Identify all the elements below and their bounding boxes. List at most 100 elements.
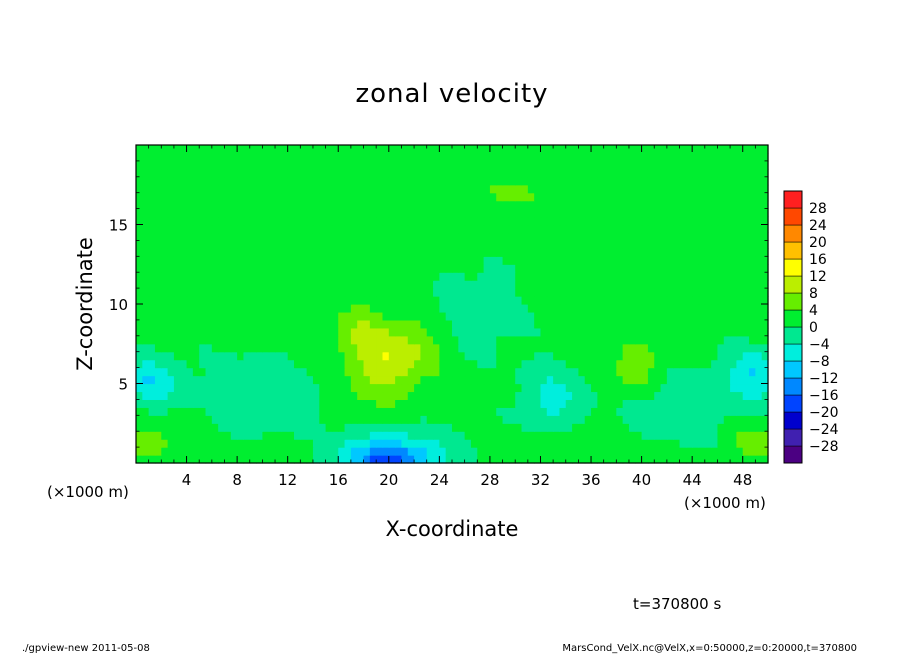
heatmap-cell — [521, 351, 529, 361]
heatmap-cell — [742, 192, 750, 202]
heatmap-cell — [736, 152, 744, 162]
heatmap-cell — [357, 407, 365, 416]
heatmap-cell — [287, 447, 295, 456]
heatmap-cell — [376, 296, 384, 305]
heatmap-cell — [540, 145, 548, 154]
heatmap-cell — [736, 383, 744, 393]
heatmap-cell — [647, 232, 655, 241]
heatmap-cell — [445, 431, 453, 440]
heatmap-cell — [477, 184, 485, 194]
heatmap-cell — [344, 423, 352, 432]
heatmap-cell — [199, 383, 207, 393]
heatmap-cell — [192, 359, 200, 369]
heatmap-cell — [369, 367, 377, 377]
heatmap-cell — [635, 447, 643, 456]
heatmap-cell — [173, 343, 181, 353]
heatmap-cell — [420, 160, 428, 170]
heatmap-cell — [426, 407, 434, 416]
heatmap-cell — [742, 455, 750, 464]
heatmap-cell — [319, 145, 327, 154]
heatmap-cell — [199, 415, 207, 424]
heatmap-cell — [312, 383, 320, 393]
heatmap-cell — [597, 439, 605, 448]
heatmap-cell — [603, 455, 611, 464]
heatmap-cell — [363, 335, 371, 345]
heatmap-cell — [300, 296, 308, 305]
heatmap-cell — [591, 359, 598, 369]
heatmap-cell — [635, 423, 643, 432]
heatmap-cell — [730, 216, 737, 226]
heatmap-cell — [395, 391, 403, 400]
heatmap-cell — [275, 145, 282, 154]
heatmap-cell — [534, 351, 542, 361]
heatmap-cell — [679, 248, 687, 257]
heatmap-cell — [559, 184, 567, 194]
heatmap-cell — [312, 240, 320, 249]
heatmap-cell — [192, 431, 200, 440]
heatmap-cell — [452, 272, 459, 281]
heatmap-cell — [344, 248, 352, 257]
heatmap-cell — [635, 439, 643, 448]
heatmap-cell — [199, 439, 207, 448]
heatmap-cell — [736, 160, 744, 170]
heatmap-cell — [173, 383, 181, 393]
heatmap-cell — [224, 232, 232, 241]
heatmap-cell — [521, 335, 529, 345]
x-tick-label: 16 — [329, 471, 348, 489]
heatmap-cell — [553, 216, 561, 226]
heatmap-cell — [673, 439, 681, 448]
heatmap-cell — [344, 224, 352, 234]
heatmap-cell — [256, 192, 263, 202]
heatmap-cell — [692, 256, 700, 265]
heatmap-cell — [628, 216, 636, 226]
heatmap-cell — [546, 439, 554, 448]
heatmap-cell — [546, 160, 554, 170]
heatmap-cell — [742, 176, 750, 186]
heatmap-cell — [369, 168, 377, 178]
heatmap-cell — [186, 399, 194, 408]
heatmap-cell — [388, 311, 396, 321]
heatmap-cell — [622, 200, 630, 210]
heatmap-cell — [218, 447, 226, 456]
heatmap-cell — [521, 311, 529, 321]
heatmap-cell — [578, 264, 586, 273]
heatmap-cell — [553, 447, 561, 456]
heatmap-cell — [414, 319, 421, 329]
heatmap-cell — [635, 145, 643, 154]
heatmap-cell — [300, 216, 308, 226]
heatmap-cell — [344, 200, 352, 210]
heatmap-cell — [350, 176, 358, 186]
heatmap-cell — [325, 248, 333, 257]
heatmap-cell — [325, 375, 333, 385]
heatmap-cell — [268, 375, 276, 385]
heatmap-cell — [578, 288, 586, 297]
heatmap-cell — [287, 311, 295, 321]
heatmap-cell — [218, 192, 226, 202]
heatmap-cell — [243, 335, 251, 345]
heatmap-cell — [673, 319, 681, 329]
heatmap-cell — [420, 280, 428, 289]
heatmap-cell — [344, 407, 352, 416]
heatmap-cell — [445, 335, 453, 345]
heatmap-cell — [414, 232, 421, 241]
heatmap-cell — [445, 415, 453, 424]
heatmap-cell — [666, 327, 674, 337]
colorbar-tick-label: −20 — [809, 405, 839, 421]
heatmap-cell — [584, 327, 592, 337]
heatmap-cell — [470, 439, 478, 448]
heatmap-cell — [218, 240, 226, 249]
heatmap-cell — [673, 200, 681, 210]
heatmap-cell — [666, 351, 674, 361]
heatmap-cell — [287, 288, 295, 297]
heatmap-cell — [401, 264, 409, 273]
heatmap-cell — [192, 383, 200, 393]
heatmap-cell — [452, 431, 459, 440]
heatmap-cell — [679, 415, 687, 424]
heatmap-cell — [736, 224, 744, 234]
heatmap-cell — [717, 296, 725, 305]
heatmap-cell — [761, 200, 769, 210]
heatmap-cell — [192, 152, 200, 162]
heatmap-cell — [578, 351, 586, 361]
heatmap-cell — [199, 399, 207, 408]
heatmap-cell — [154, 359, 162, 369]
